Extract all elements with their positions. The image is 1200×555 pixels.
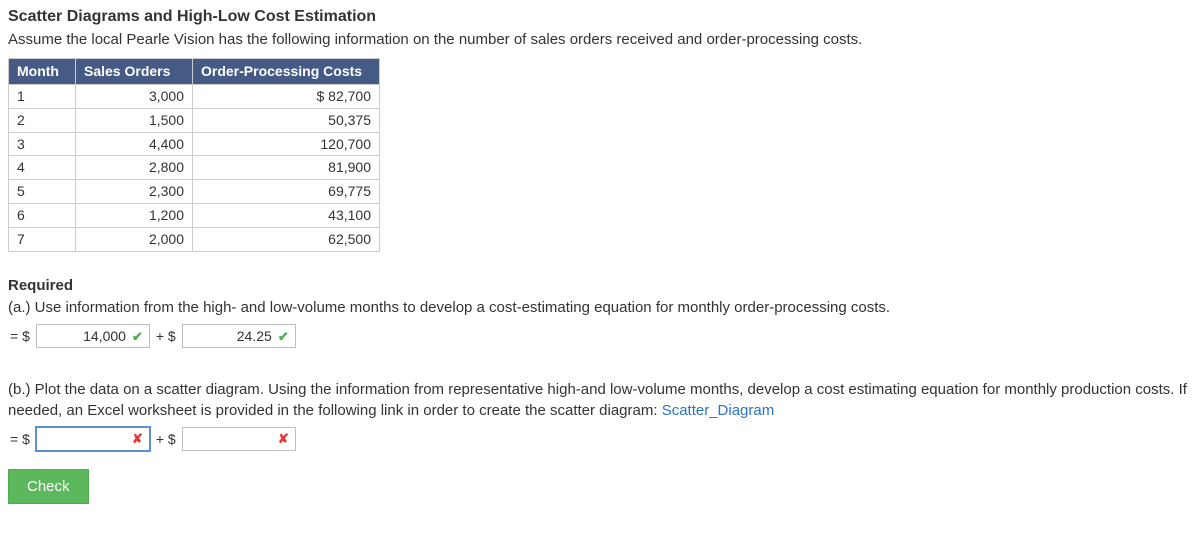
table-cell: 2,800: [76, 156, 193, 180]
part-b-text-body: (b.) Plot the data on a scatter diagram.…: [8, 381, 1187, 418]
table-cell: 1: [9, 84, 76, 108]
table-cell: 2,300: [76, 180, 193, 204]
required-heading: Required: [8, 276, 1192, 296]
page-title: Scatter Diagrams and High-Low Cost Estim…: [8, 6, 1192, 28]
table-row: 34,400120,700: [9, 132, 380, 156]
check-button[interactable]: Check: [8, 469, 89, 504]
table-row: 52,30069,775: [9, 180, 380, 204]
table-cell: 2: [9, 108, 76, 132]
intro-text: Assume the local Pearle Vision has the f…: [8, 30, 1192, 50]
table-cell: $ 82,700: [193, 84, 380, 108]
eq-plus-b: + $: [154, 430, 178, 449]
part-b-input-2[interactable]: ✘: [182, 427, 296, 451]
part-a-equation: = $ 14,000 ✔ + $ 24.25 ✔: [8, 324, 1192, 348]
table-cell: 5: [9, 180, 76, 204]
table-cell: 81,900: [193, 156, 380, 180]
part-a-input-2[interactable]: 24.25 ✔: [182, 324, 296, 348]
table-cell: 3: [9, 132, 76, 156]
table-cell: 2,000: [76, 228, 193, 252]
table-cell: 3,000: [76, 84, 193, 108]
check-icon: ✔: [278, 328, 289, 346]
table-row: 42,80081,900: [9, 156, 380, 180]
part-a-input-1[interactable]: 14,000 ✔: [36, 324, 150, 348]
data-table: Month Sales Orders Order-Processing Cost…: [8, 58, 380, 252]
part-b-input-1[interactable]: ✘: [36, 427, 150, 451]
table-row: 61,20043,100: [9, 204, 380, 228]
scatter-diagram-link[interactable]: Scatter_Diagram: [662, 402, 775, 419]
col-header-orders: Sales Orders: [76, 58, 193, 84]
eq-prefix-a: = $: [8, 327, 32, 346]
part-a-value-1: 14,000: [83, 327, 126, 346]
table-cell: 4,400: [76, 132, 193, 156]
part-b-equation: = $ ✘ + $ ✘: [8, 427, 1192, 451]
x-icon: ✘: [132, 430, 143, 448]
col-header-costs: Order-Processing Costs: [193, 58, 380, 84]
table-row: 13,000$ 82,700: [9, 84, 380, 108]
table-cell: 62,500: [193, 228, 380, 252]
check-icon: ✔: [132, 328, 143, 346]
table-row: 21,50050,375: [9, 108, 380, 132]
table-cell: 120,700: [193, 132, 380, 156]
table-cell: 50,375: [193, 108, 380, 132]
col-header-month: Month: [9, 58, 76, 84]
table-cell: 1,200: [76, 204, 193, 228]
table-header-row: Month Sales Orders Order-Processing Cost…: [9, 58, 380, 84]
eq-plus-a: + $: [154, 327, 178, 346]
table-cell: 4: [9, 156, 76, 180]
table-cell: 69,775: [193, 180, 380, 204]
table-cell: 6: [9, 204, 76, 228]
part-b-text: (b.) Plot the data on a scatter diagram.…: [8, 380, 1192, 421]
table-cell: 7: [9, 228, 76, 252]
x-icon: ✘: [278, 430, 289, 448]
table-body: 13,000$ 82,70021,50050,37534,400120,7004…: [9, 84, 380, 251]
eq-prefix-b: = $: [8, 430, 32, 449]
table-cell: 43,100: [193, 204, 380, 228]
part-a-value-2: 24.25: [237, 327, 272, 346]
part-a-text: (a.) Use information from the high- and …: [8, 298, 1192, 318]
table-cell: 1,500: [76, 108, 193, 132]
table-row: 72,00062,500: [9, 228, 380, 252]
